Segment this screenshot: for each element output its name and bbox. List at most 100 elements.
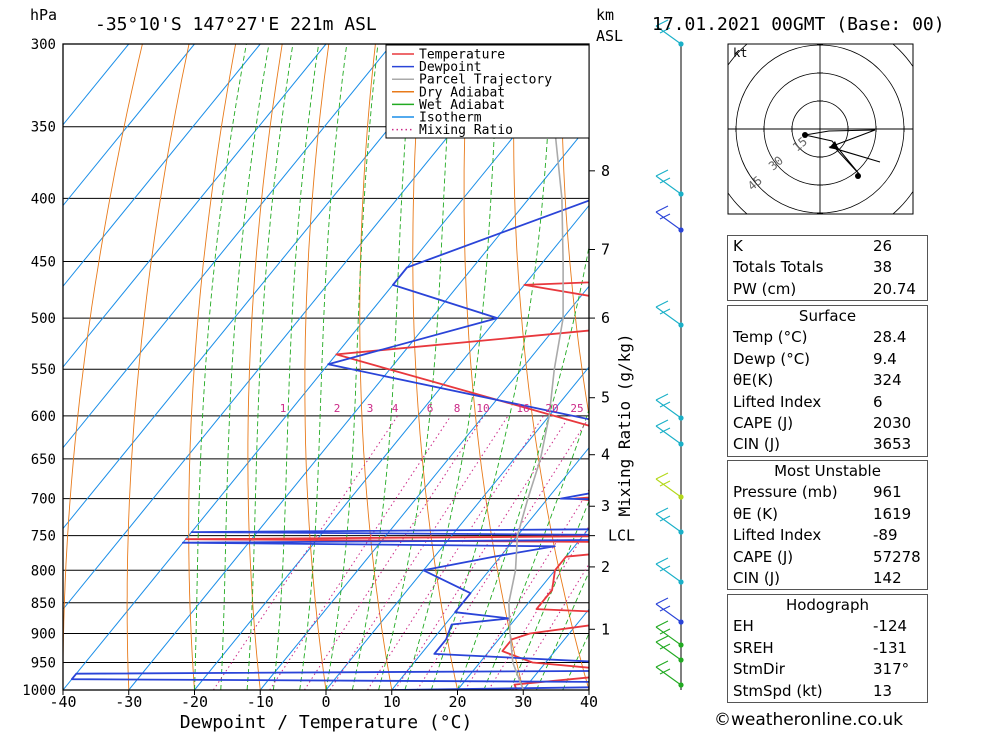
wet-adiabat-line [325, 44, 379, 690]
table-row: CIN (J) 142 [728, 568, 927, 589]
row-key: θE (K) [733, 504, 778, 523]
isotherm-line [63, 44, 524, 611]
isotherm-line [63, 44, 327, 368]
row-key: CIN (J) [733, 435, 781, 454]
row-value: 9.4 [873, 349, 897, 368]
wet-adiabat-line [220, 44, 270, 690]
pressure-tick-label: 800 [31, 563, 56, 579]
row-value: -89 [873, 526, 898, 545]
wet-adiabat-line [299, 44, 348, 690]
wet-adiabat-line [535, 571, 589, 690]
table-row: CIN (J) 3653 [728, 434, 927, 455]
row-value: 1619 [873, 504, 912, 523]
mixing-ratio-tick-label: 4 [392, 402, 399, 415]
wet-adiabat-line [194, 44, 247, 690]
isotherm-line [63, 44, 458, 530]
table-row: SREH -131 [728, 638, 927, 659]
table-row: PW (cm) 20.74 [728, 279, 927, 300]
row-key: Lifted Index [733, 526, 822, 545]
row-key: θE(K) [733, 371, 774, 390]
pressure-tick-label: 350 [31, 120, 56, 136]
mixing-ratio-tick-label: 2 [334, 402, 341, 415]
dry-adiabat-line [126, 44, 190, 690]
table-row: Totals Totals 38 [728, 257, 927, 278]
wet-adiabat-line [509, 500, 589, 690]
km-tick-label: 5 [601, 389, 610, 407]
row-value: -124 [873, 617, 908, 636]
row-value: -131 [873, 638, 908, 657]
wet-adiabat-line [351, 44, 414, 690]
row-key: Pressure (mb) [733, 483, 838, 502]
mixing-ratio-tick-label: 20 [545, 402, 558, 415]
wind-barb [655, 393, 682, 419]
profile-lines [70, 44, 589, 690]
x-tick-label: 40 [580, 693, 598, 711]
row-value: 57278 [873, 547, 921, 566]
asl-unit-label: ASL [596, 27, 623, 45]
legend-label: Mixing Ratio [419, 123, 513, 138]
x-axis-title: Dewpoint / Temperature (°C) [180, 712, 473, 733]
temperature-line [184, 281, 589, 690]
row-key: StmDir [733, 660, 785, 679]
lcl-label: LCL [608, 527, 635, 545]
pressure-tick-label: 500 [31, 311, 56, 327]
wind-barb [655, 557, 682, 583]
table-row: Temp (°C) 28.4 [728, 327, 927, 348]
row-key: EH [733, 617, 754, 636]
wet-adiabat-line [246, 44, 294, 690]
dry-adiabat-line [359, 44, 393, 690]
legend-label: Dry Adiabat [419, 85, 505, 100]
table-row: Dewp (°C) 9.4 [728, 349, 927, 370]
row-key: CAPE (J) [733, 547, 794, 566]
credit-text: ©weatheronline.co.uk [714, 710, 904, 730]
legend-label: Dewpoint [419, 60, 482, 75]
hodograph-table: Hodograph EH -124 SREH -131 StmDir 317° StmSpd… [727, 594, 928, 703]
table-row: θE (K) 1619 [728, 504, 927, 525]
wind-barb [655, 300, 682, 326]
dry-adiabat-line [935, 44, 1000, 690]
row-key: Temp (°C) [733, 328, 808, 347]
hodograph-trace [804, 129, 881, 176]
isotherm-line [259, 285, 589, 690]
table-row: Lifted Index -89 [728, 525, 927, 546]
x-tick-label: -30 [115, 693, 142, 711]
mixing-ratio-tick-label: 10 [476, 402, 489, 415]
wet-adiabat-line [457, 244, 589, 690]
hodograph-title: Hodograph [785, 596, 870, 614]
row-key: K [733, 237, 743, 255]
pressure-tick-label: 400 [31, 191, 56, 207]
mixing-ratio-line [512, 563, 589, 690]
mixing-ratio-line [464, 488, 589, 690]
isotherm-line [63, 44, 195, 207]
most-unstable-table: Most Unstable Pressure (mb) 961 θE (K) 1619… [727, 460, 928, 591]
table-row: K 26 [728, 236, 927, 257]
row-key: PW (cm) [733, 279, 797, 298]
dry-adiabat-line [188, 44, 237, 690]
mixing-ratio-line [303, 415, 485, 690]
dewpoint-line [70, 44, 589, 690]
table-row: CAPE (J) 57278 [728, 547, 927, 568]
parcel-trajectory-line [508, 44, 564, 690]
isotherm-line [128, 123, 589, 690]
mixing-ratio-tick-label: 25 [570, 402, 583, 415]
x-tick-label: -20 [181, 693, 208, 711]
indices-table: K 26 Totals Totals 38 PW (cm) 20.74 [727, 235, 928, 302]
hpa-unit-label: hPa [30, 6, 57, 24]
x-tick-label: -10 [247, 693, 274, 711]
row-value: 324 [873, 371, 902, 390]
row-value: 38 [873, 258, 893, 277]
pressure-tick-label: 1000 [22, 683, 56, 699]
x-tick-label: 0 [321, 693, 330, 711]
wind-barb [655, 660, 682, 686]
row-value: 28.4 [873, 328, 907, 347]
row-value: 961 [873, 483, 902, 502]
km-tick-label: 7 [601, 240, 610, 258]
isotherm-line [63, 44, 261, 288]
row-key: CAPE (J) [733, 413, 794, 432]
row-value: 317° [873, 660, 910, 679]
km-unit-label: km [596, 6, 614, 24]
legend-label: Wet Adiabat [419, 98, 505, 113]
hodograph-point [855, 173, 861, 179]
mixing-ratio-line [212, 415, 399, 690]
